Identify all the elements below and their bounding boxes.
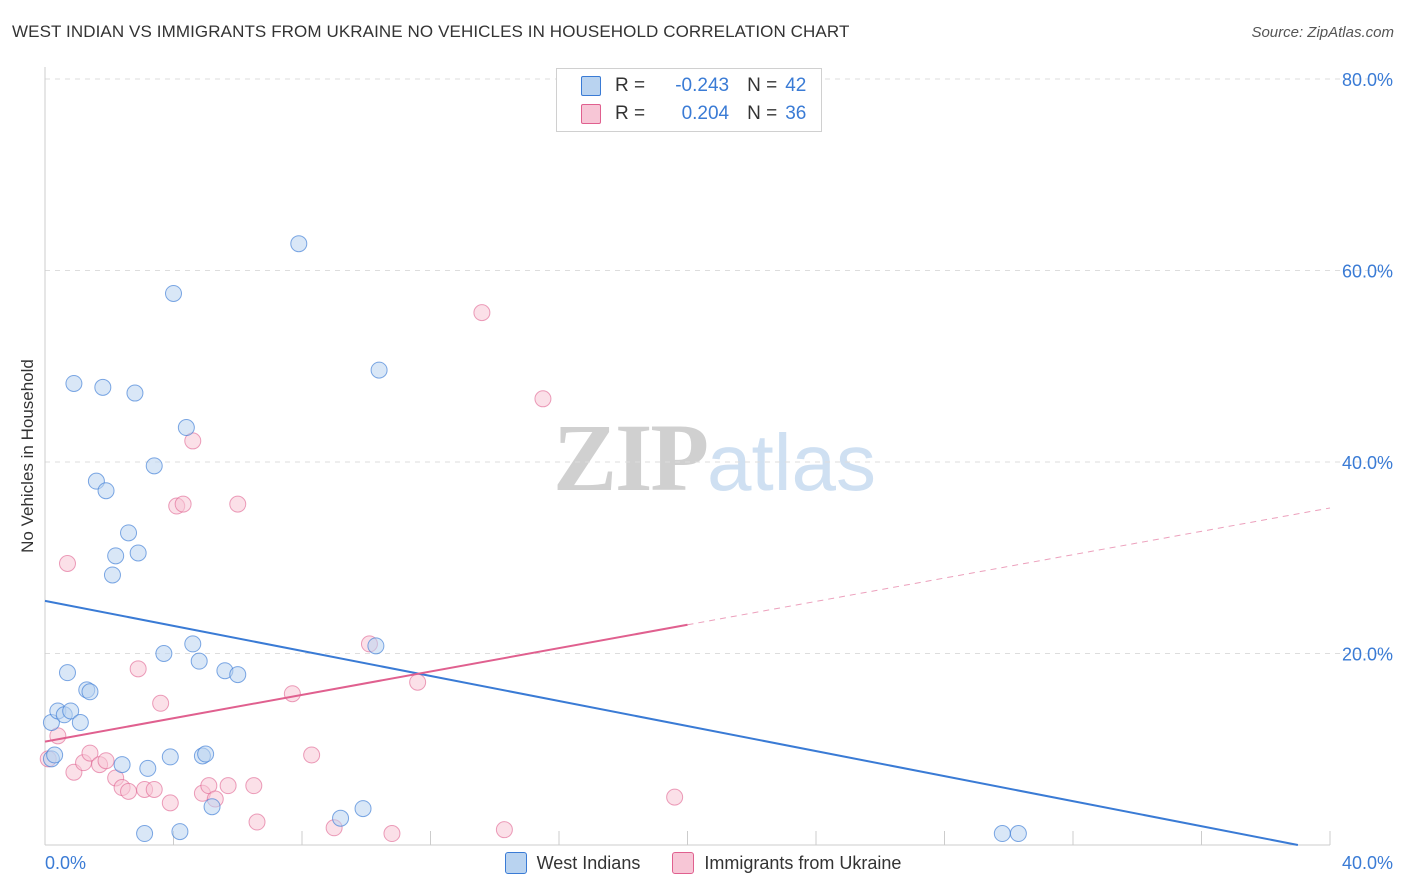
point-west-indians bbox=[165, 284, 182, 302]
point-west-indians bbox=[354, 800, 372, 818]
point-west-indians bbox=[46, 746, 64, 764]
point-west-indians bbox=[184, 635, 202, 653]
point-west-indians bbox=[103, 566, 121, 584]
point-west-indians bbox=[107, 547, 125, 565]
legend-r-label: R = bbox=[615, 75, 646, 96]
bottom-legend-west-indians: West Indians bbox=[504, 852, 641, 874]
chart-title: WEST INDIAN VS IMMIGRANTS FROM UKRAINE N… bbox=[12, 22, 850, 41]
point-ukraine bbox=[152, 694, 170, 712]
point-west-indians bbox=[171, 823, 189, 841]
legend-row-west-indians: R = -0.243 N = 42 bbox=[581, 73, 806, 99]
point-ukraine bbox=[120, 782, 138, 800]
x-tick-label-min: 0.0% bbox=[45, 853, 86, 873]
y-tick-label: 20.0% bbox=[1342, 645, 1393, 665]
point-ukraine bbox=[473, 304, 491, 322]
point-ukraine bbox=[666, 788, 684, 806]
point-west-indians bbox=[1009, 825, 1027, 843]
point-ukraine bbox=[58, 554, 76, 572]
legend-r-label: R = bbox=[615, 103, 646, 124]
trendline-ukraine-extension bbox=[687, 507, 1331, 626]
legend-n-value: 42 bbox=[785, 75, 807, 96]
point-ukraine bbox=[81, 744, 99, 762]
point-west-indians bbox=[161, 748, 179, 766]
legend-row-ukraine: R = 0.204 N = 36 bbox=[581, 101, 806, 127]
trendline-west-indians bbox=[44, 599, 1299, 846]
point-west-indians bbox=[94, 378, 112, 396]
point-west-indians bbox=[129, 544, 147, 562]
bottom-legend-swatch-pink bbox=[672, 852, 695, 874]
legend-n-value: 36 bbox=[785, 103, 807, 124]
point-west-indians bbox=[332, 809, 350, 827]
point-west-indians bbox=[145, 457, 163, 475]
point-west-indians bbox=[62, 702, 80, 720]
bottom-legend: West Indians Immigrants from Ukraine bbox=[0, 852, 1406, 874]
legend-n-label: N = bbox=[747, 75, 778, 96]
source-label: Source: ZipAtlas.com bbox=[1251, 24, 1394, 41]
y-tick-label: 80.0% bbox=[1342, 70, 1393, 90]
bottom-legend-label: West Indians bbox=[536, 852, 641, 873]
point-ukraine bbox=[495, 821, 513, 839]
point-ukraine bbox=[409, 673, 427, 691]
point-ukraine bbox=[283, 685, 301, 703]
point-ukraine bbox=[145, 780, 163, 798]
bottom-legend-ukraine: Immigrants from Ukraine bbox=[672, 852, 901, 874]
point-west-indians bbox=[203, 798, 221, 816]
point-west-indians bbox=[370, 361, 388, 379]
bottom-legend-label: Immigrants from Ukraine bbox=[704, 852, 902, 873]
point-ukraine bbox=[229, 495, 247, 513]
point-ukraine bbox=[174, 495, 192, 513]
point-west-indians bbox=[71, 713, 89, 731]
y-tick-label: 60.0% bbox=[1342, 262, 1393, 282]
point-west-indians bbox=[197, 745, 215, 763]
point-west-indians bbox=[139, 759, 157, 777]
point-west-indians bbox=[120, 524, 138, 542]
point-west-indians bbox=[155, 645, 173, 662]
point-ukraine bbox=[219, 777, 237, 795]
bottom-legend-swatch-blue bbox=[504, 852, 527, 874]
x-tick-label-max: 40.0% bbox=[1342, 853, 1393, 873]
legend-swatch-blue bbox=[581, 76, 601, 96]
point-ukraine bbox=[303, 746, 321, 764]
trendline-ukraine bbox=[44, 623, 688, 743]
point-west-indians bbox=[290, 235, 308, 253]
point-west-indians bbox=[97, 482, 115, 500]
point-west-indians bbox=[58, 664, 76, 682]
point-west-indians bbox=[993, 825, 1011, 843]
legend-r-value: -0.243 bbox=[675, 75, 730, 96]
point-west-indians bbox=[229, 666, 247, 684]
point-ukraine bbox=[534, 390, 552, 408]
point-west-indians bbox=[126, 384, 144, 402]
legend: R = -0.243 N = 42 R = 0.204 N = 36 bbox=[556, 68, 822, 132]
point-west-indians bbox=[113, 756, 131, 774]
point-west-indians bbox=[136, 825, 154, 843]
point-ukraine bbox=[248, 813, 266, 831]
point-ukraine bbox=[245, 777, 263, 795]
point-ukraine bbox=[97, 752, 115, 770]
legend-r-value: 0.204 bbox=[681, 103, 730, 124]
point-ukraine bbox=[129, 660, 147, 678]
point-west-indians bbox=[190, 652, 208, 670]
legend-n-label: N = bbox=[747, 103, 778, 124]
point-west-indians bbox=[367, 637, 385, 655]
point-west-indians bbox=[177, 419, 195, 437]
point-ukraine bbox=[383, 825, 401, 843]
legend-swatch-pink bbox=[581, 104, 601, 124]
y-tick-label: 40.0% bbox=[1342, 453, 1393, 473]
point-west-indians bbox=[65, 374, 83, 392]
point-west-indians bbox=[81, 683, 99, 701]
point-ukraine bbox=[161, 794, 179, 812]
